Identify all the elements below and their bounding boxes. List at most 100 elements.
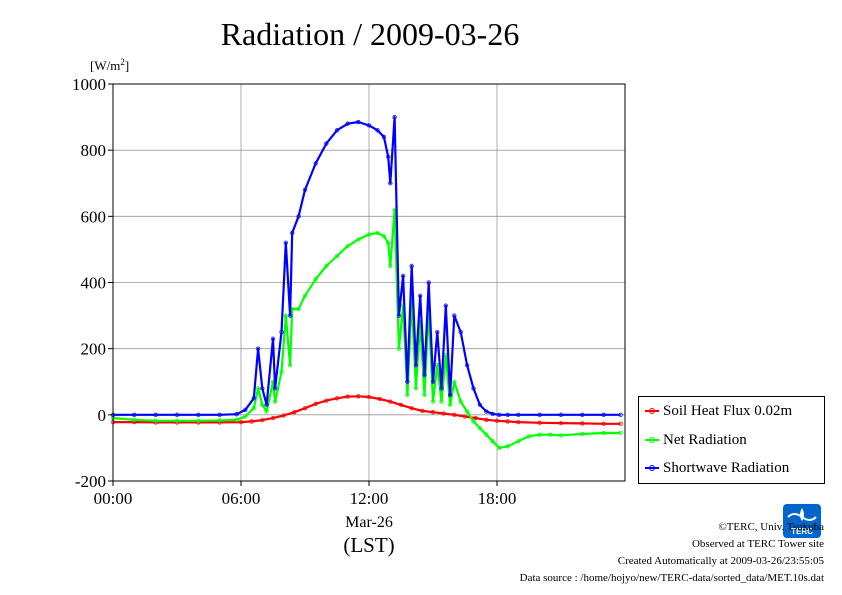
series-point (435, 329, 440, 335)
series-point (255, 346, 261, 351)
series-point (313, 277, 318, 282)
series-point (516, 412, 521, 417)
series-point (270, 336, 276, 341)
series-point (601, 421, 606, 426)
y-unit-label: [W/m2] (90, 57, 129, 73)
series-point (494, 418, 500, 423)
series-point (356, 119, 361, 125)
x-tick-label: 06:00 (222, 489, 261, 508)
series-point (196, 412, 201, 417)
series-point (287, 313, 293, 318)
series-point (264, 402, 269, 408)
x-tick-labels: 00:00 06:00 12:00 18:00 (94, 481, 517, 508)
series-point (458, 329, 463, 335)
series-point (287, 363, 293, 368)
terc-logo-icon: TERC (783, 504, 821, 538)
series-point (496, 412, 502, 417)
series-point (255, 386, 261, 391)
series-point (430, 399, 436, 404)
legend-swatch-blue (645, 463, 659, 473)
x-axis-label: (LST) (343, 533, 394, 557)
legend-item-soil-heat-flux: Soil Heat Flux 0.02m (645, 398, 792, 424)
series-point (618, 421, 623, 426)
footer-source: Data source : /home/hojyo/new/TERC-data/… (519, 572, 824, 584)
series-point (505, 419, 510, 424)
series-point (132, 417, 137, 422)
series-point (405, 379, 410, 384)
series-point (558, 433, 564, 438)
series-point (388, 181, 393, 186)
series-point (601, 412, 606, 417)
series-point (477, 402, 483, 408)
series-point (296, 306, 301, 312)
series-point (441, 411, 446, 416)
series-point (471, 419, 476, 424)
series-point (458, 399, 463, 404)
series-point (334, 128, 340, 133)
y-tick-label: 800 (81, 141, 107, 160)
series-point (260, 386, 265, 391)
legend-label-shortwave-radiation: Shortwave Radiation (663, 459, 790, 476)
y-tick-label: 400 (81, 274, 107, 293)
series-point (388, 263, 393, 269)
series-point (388, 399, 393, 404)
series-line-shortwave-radiation (113, 115, 621, 416)
series-point (260, 417, 265, 423)
series-point (409, 263, 414, 269)
legend-item-shortwave-radiation: Shortwave Radiation (645, 455, 789, 481)
series-point (381, 234, 387, 239)
y-unit-base: [W/m (90, 58, 120, 73)
series-point (386, 154, 391, 159)
series-point (249, 419, 254, 424)
logo-text: TERC (791, 527, 813, 536)
series-point (270, 415, 276, 421)
plot-series (110, 114, 623, 451)
series-point (153, 418, 158, 423)
series-point (313, 401, 318, 407)
series-point (386, 240, 391, 245)
series-point (516, 439, 521, 444)
series-point (345, 121, 350, 126)
series-point (439, 399, 444, 404)
footer-observed: Observed at TERC Tower site (691, 538, 824, 550)
series-point (174, 418, 180, 423)
series-point (452, 412, 457, 417)
series-point (618, 412, 623, 417)
legend-label-net-radiation: Net Radiation (663, 431, 747, 448)
x-tick-label: 18:00 (478, 489, 517, 508)
y-tick-label: 0 (98, 406, 107, 425)
series-point (375, 230, 380, 236)
y-tick-label: 600 (81, 207, 107, 226)
series-point (484, 409, 489, 414)
series-point (324, 141, 329, 146)
series-point (471, 386, 476, 391)
series-point (243, 407, 248, 413)
footer-copyright: ©TERC, Univ. Tsukuba (718, 521, 824, 533)
series-point (464, 363, 470, 368)
series-point (279, 369, 284, 374)
series-point (484, 417, 489, 422)
y-tick-label: 1000 (72, 75, 106, 94)
series-line-net-radiation (112, 208, 621, 449)
series-point (153, 412, 158, 417)
series-point (618, 430, 623, 436)
series-point (260, 402, 265, 408)
series-point (439, 386, 444, 391)
x-tick-label: 12:00 (350, 489, 389, 508)
y-unit-sup: 2 (120, 57, 125, 67)
series-point (558, 420, 564, 426)
series-point (580, 431, 585, 437)
series-point (490, 411, 495, 416)
legend-swatch-green (645, 435, 659, 445)
series-point (281, 413, 286, 418)
y-tick-label: 200 (81, 340, 107, 359)
series-point (477, 425, 483, 431)
series-point (366, 123, 372, 128)
series-point (392, 114, 397, 120)
y-tick-labels: -200 0 200 400 600 800 1000 (72, 75, 113, 491)
series-point (505, 444, 510, 449)
series-point (413, 386, 419, 391)
series-point (462, 414, 468, 419)
series-point (264, 409, 269, 414)
